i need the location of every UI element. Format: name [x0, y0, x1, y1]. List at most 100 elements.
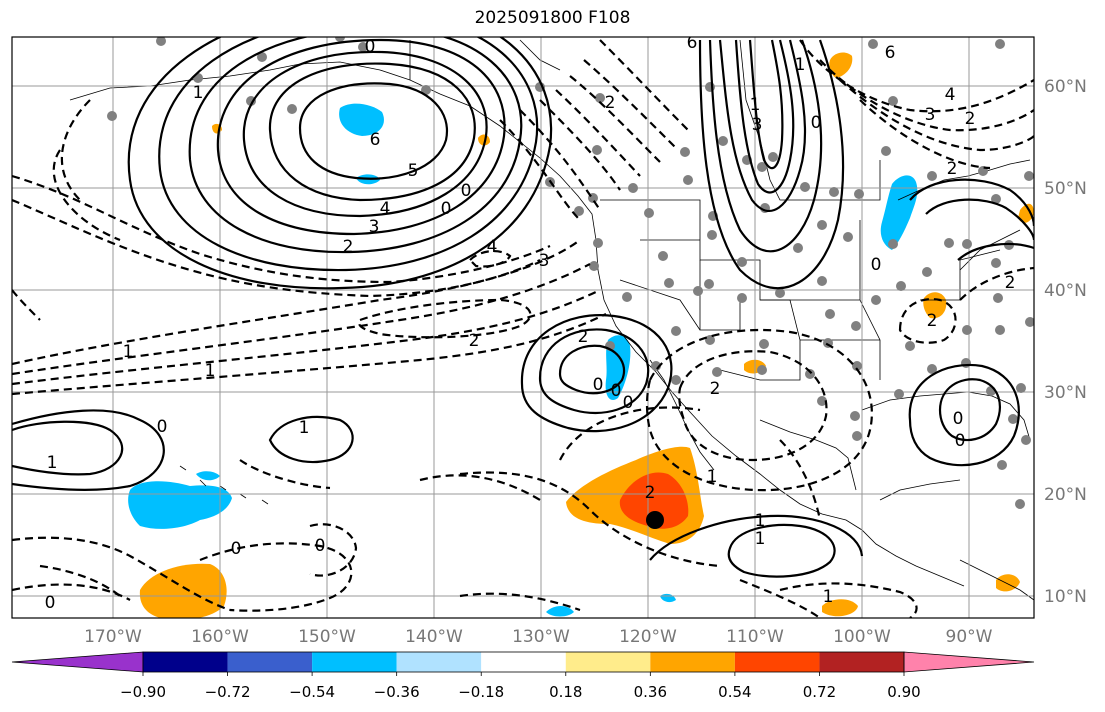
anomaly-fill: [128, 481, 232, 529]
contour-label: 2: [343, 237, 354, 257]
contour-label: 1: [205, 361, 216, 381]
station-dots: [107, 37, 1034, 509]
longitude-label: 120°W: [619, 627, 677, 647]
contour-label: 0: [871, 255, 882, 275]
longitude-label: 170°W: [84, 627, 142, 647]
contour-label: 1: [755, 511, 766, 531]
colorbar-tick-label: 0.54: [718, 683, 751, 701]
contour-label: 4: [945, 85, 956, 105]
solid-contours: [12, 37, 1034, 578]
anomaly-fill: [546, 606, 574, 617]
contour-label: 2: [1005, 273, 1016, 293]
anomaly-fill: [339, 103, 384, 136]
contour-label: 3: [925, 105, 936, 125]
contour-label: 1: [750, 95, 761, 115]
contour-label: 2: [965, 109, 976, 129]
latitude-label: 50°N: [1044, 179, 1087, 199]
latitude-label: 60°N: [1044, 77, 1087, 97]
anomaly-fill: [139, 563, 227, 618]
contour-label: 0: [365, 37, 376, 57]
contour-label: 2: [469, 331, 480, 351]
contour-label: 0: [953, 409, 964, 429]
longitude-label: 140°W: [405, 627, 463, 647]
colorbar-segment: [312, 652, 397, 672]
contour-label: 2: [927, 311, 938, 331]
colorbar-segment: [650, 652, 735, 672]
colorbar-segment: [143, 652, 228, 672]
longitude-label: 110°W: [726, 627, 784, 647]
latitude-label: 10°N: [1044, 587, 1087, 607]
contour-label: 1: [707, 467, 718, 487]
contour-label: 0: [955, 431, 966, 451]
colorbar-tick-label: −0.72: [205, 683, 251, 701]
plot-frame: [11, 36, 1035, 619]
contour-label: 1: [193, 83, 204, 103]
anomaly-fill: [822, 599, 858, 617]
colorbar-extend-low: [11, 651, 144, 673]
latitude-label: 40°N: [1044, 281, 1087, 301]
longitude-label: 160°W: [191, 627, 249, 647]
contour-label: 0: [593, 375, 604, 395]
contour-label: 1: [755, 529, 766, 549]
colorbar-tick-label: 0.72: [803, 683, 836, 701]
contour-label: 0: [623, 393, 634, 413]
contour-label: 6: [885, 43, 896, 63]
contour-label: 1: [795, 55, 806, 75]
coastlines: [69, 39, 1034, 601]
colorbar-tick-label: 0.36: [634, 683, 667, 701]
colorbar-tick-label: −0.18: [458, 683, 504, 701]
contour-label: 2: [710, 379, 721, 399]
contour-label: 3: [369, 217, 380, 237]
colorbar-tick-label: −0.90: [120, 683, 166, 701]
latitude-label: 20°N: [1044, 485, 1087, 505]
contour-label: 2: [947, 159, 958, 179]
latitude-labels: 60°N 50°N 40°N 30°N 20°N 10°N: [1044, 77, 1087, 607]
dashed-contours: [12, 39, 1034, 618]
contour-label: 2: [578, 327, 589, 347]
colorbar-tick-label: 0.18: [549, 683, 582, 701]
longitude-labels: 170°W 160°W 150°W 140°W 130°W 120°W 110°W 100°W…: [84, 627, 993, 647]
contour-label: 0: [231, 539, 242, 559]
contour-label: 0: [45, 593, 56, 613]
contour-label: 1: [123, 342, 134, 362]
contour-label: 6: [687, 33, 698, 53]
colorbar-segment: [481, 652, 566, 672]
contour-label: 0: [461, 181, 472, 201]
longitude-label: 130°W: [512, 627, 570, 647]
colorbar-segment: [396, 652, 482, 672]
contour-label: 6: [370, 130, 381, 150]
anomaly-fill: [923, 292, 947, 319]
colorbar-tick-label: −0.54: [289, 683, 335, 701]
plot-area: [12, 37, 1034, 618]
anomaly-fill: [478, 134, 490, 146]
longitude-label: 100°W: [833, 627, 891, 647]
colorbar-tick-label: −0.36: [374, 683, 420, 701]
anomaly-fill: [829, 52, 853, 78]
contour-label: 1: [299, 418, 310, 438]
contour-label: 5: [408, 161, 419, 181]
longitude-label: 90°W: [946, 627, 993, 647]
contour-label: 4: [380, 199, 391, 219]
contour-label: 0: [157, 417, 168, 437]
latitude-label: 30°N: [1044, 383, 1087, 403]
colorbar-segment: [227, 652, 313, 672]
contour-label: 1: [823, 587, 834, 607]
colorbar-segment: [565, 652, 651, 672]
map-title: 2025091800 F108: [474, 8, 631, 28]
forecast-location-marker: [646, 511, 664, 529]
contour-label: 1: [47, 453, 58, 473]
anomaly-fill: [196, 471, 220, 481]
contour-label: 0: [315, 536, 326, 556]
contour-label: 2: [605, 93, 616, 113]
contour-label: 0: [441, 199, 452, 219]
colorbar-segment: [734, 652, 820, 672]
colorbar: −0.90 −0.72 −0.54 −0.36 −0.18 0.18 0.36 0.54 0.7…: [11, 651, 1035, 701]
contour-label: 2: [645, 483, 656, 503]
anomaly-fill: [880, 175, 918, 250]
longitude-label: 150°W: [298, 627, 356, 647]
contour-label: 4: [487, 237, 498, 257]
contour-label: 0: [611, 381, 622, 401]
contour-label: 0: [811, 113, 822, 133]
